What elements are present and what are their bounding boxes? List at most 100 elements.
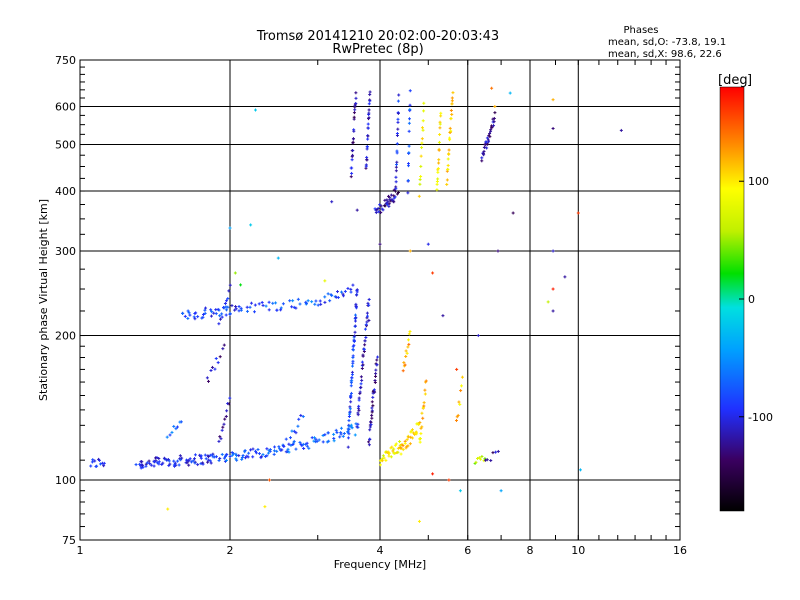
data-point (446, 169, 448, 173)
data-point (219, 456, 221, 460)
data-point (347, 436, 349, 440)
data-point (547, 300, 549, 304)
data-point (423, 101, 425, 105)
data-point (439, 133, 441, 137)
data-point (350, 287, 352, 291)
data-point (194, 311, 196, 315)
data-point (273, 452, 275, 456)
data-point (427, 242, 429, 246)
data-point (94, 459, 96, 463)
data-point (98, 458, 100, 462)
data-point (450, 129, 452, 133)
data-point (167, 507, 169, 511)
grid (80, 60, 680, 540)
data-point (208, 458, 210, 462)
data-point (393, 188, 395, 192)
data-point (352, 356, 354, 360)
data-point (351, 426, 353, 430)
data-point (494, 105, 496, 109)
data-point (275, 301, 277, 305)
data-point (353, 339, 355, 343)
data-point (352, 345, 354, 349)
data-point (342, 294, 344, 298)
data-point (432, 472, 434, 476)
data-point (235, 305, 237, 309)
data-point (390, 446, 392, 450)
data-point (224, 417, 226, 421)
data-point (380, 204, 382, 208)
data-point (342, 292, 344, 296)
data-point (355, 305, 357, 309)
data-point (375, 362, 377, 366)
x-axis-label: Frequency [MHz] (334, 558, 426, 571)
data-point (359, 392, 361, 396)
data-point (333, 436, 335, 440)
data-point (447, 168, 449, 172)
data-point (393, 194, 395, 198)
data-point (421, 137, 423, 141)
data-point (355, 101, 357, 105)
data-point (201, 316, 203, 320)
data-point (354, 334, 356, 338)
data-point (399, 445, 401, 449)
data-point (229, 311, 231, 315)
data-point (423, 404, 425, 408)
data-point (474, 461, 476, 465)
data-point (382, 208, 384, 212)
data-point (424, 392, 426, 396)
data-point (437, 168, 439, 172)
data-point (377, 206, 379, 210)
data-point (163, 456, 165, 460)
data-point (361, 364, 363, 368)
data-point (347, 286, 349, 290)
data-point (392, 449, 394, 453)
data-point (489, 135, 491, 139)
data-point (395, 185, 397, 189)
data-point (103, 461, 105, 465)
data-point (448, 478, 450, 482)
data-point (218, 459, 220, 463)
data-point (162, 461, 164, 465)
data-point (329, 299, 331, 303)
data-point (418, 194, 420, 198)
data-point (291, 305, 293, 309)
data-point (322, 440, 324, 444)
data-point (425, 380, 427, 384)
data-point (374, 390, 376, 394)
data-point (226, 452, 228, 456)
data-point (229, 226, 231, 230)
data-point (481, 454, 483, 458)
data-point (250, 223, 252, 227)
data-point (412, 436, 414, 440)
data-point (387, 194, 389, 198)
data-point (389, 196, 391, 200)
data-point (419, 178, 421, 182)
data-point (178, 463, 180, 467)
data-point (366, 316, 368, 320)
data-point (306, 441, 308, 445)
data-point (423, 109, 425, 113)
data-point (420, 164, 422, 168)
data-point (370, 420, 372, 424)
data-point (258, 302, 260, 306)
data-point (459, 489, 461, 493)
data-point (395, 175, 397, 179)
data-point (452, 91, 454, 95)
data-point (289, 299, 291, 303)
data-point (335, 428, 337, 432)
data-point (194, 317, 196, 321)
data-point (331, 294, 333, 298)
data-point (171, 430, 173, 434)
data-point (169, 462, 171, 466)
data-point (367, 301, 369, 305)
data-point (399, 440, 401, 444)
data-point (350, 381, 352, 385)
data-point (394, 189, 396, 193)
data-point (446, 182, 448, 186)
data-point (366, 158, 368, 162)
data-point (335, 295, 337, 299)
data-point (407, 338, 409, 342)
data-point (407, 345, 409, 349)
x-tick-label: 2 (227, 544, 234, 557)
data-point (393, 196, 395, 200)
